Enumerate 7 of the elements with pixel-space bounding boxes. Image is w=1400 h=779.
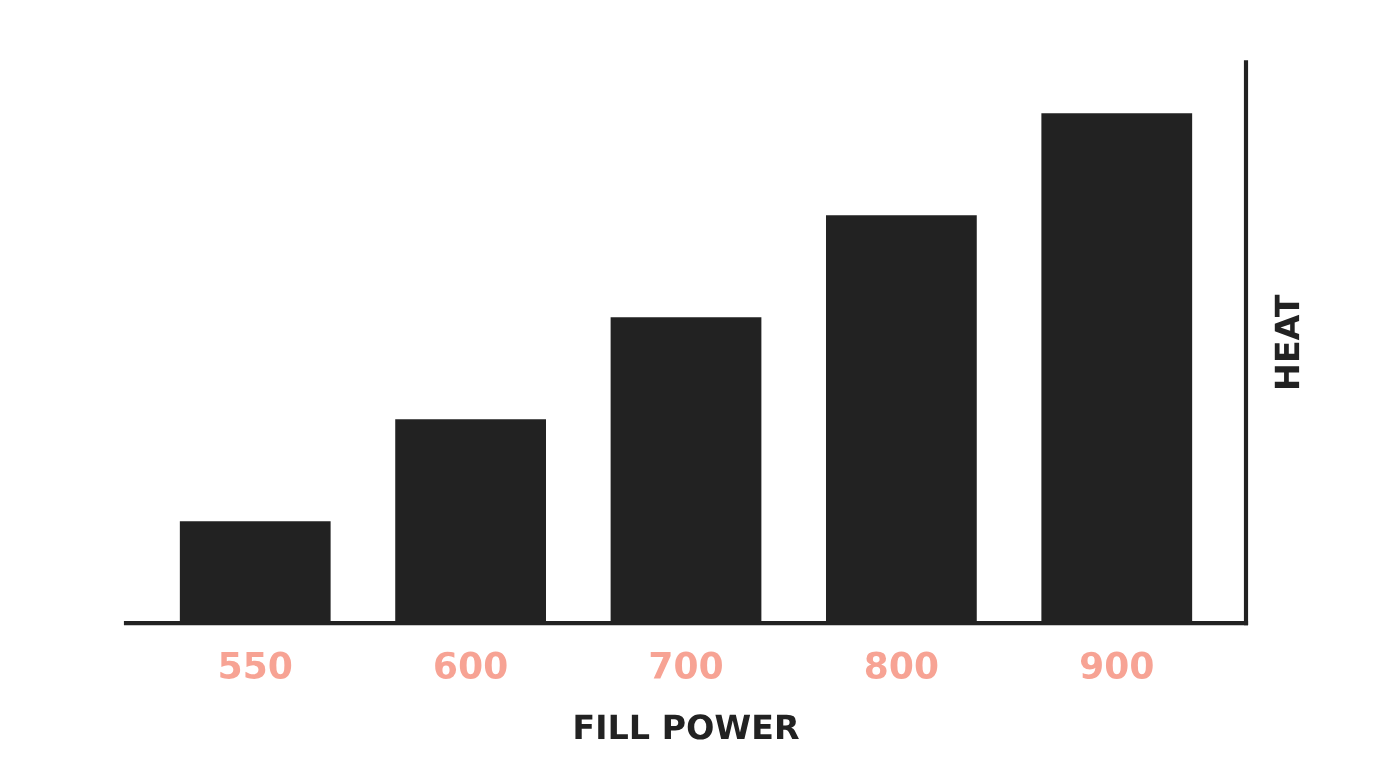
x-axis-title: FILL POWER <box>575 714 799 740</box>
x-tick-label: 550 <box>220 651 292 679</box>
x-tick-label: 600 <box>435 651 507 679</box>
y-axis-title: HEAT <box>1274 294 1300 389</box>
x-tick-label: 900 <box>1080 651 1153 679</box>
x-tick-label: 800 <box>865 651 938 679</box>
x-tick-label: 700 <box>650 651 722 679</box>
